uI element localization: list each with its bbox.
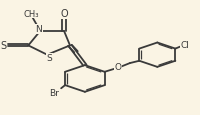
Text: O: O (60, 9, 68, 19)
Text: CH₃: CH₃ (24, 10, 39, 19)
Text: S: S (46, 54, 52, 63)
Text: S: S (0, 41, 7, 51)
Text: O: O (115, 63, 122, 72)
Text: Cl: Cl (181, 41, 190, 50)
Text: Br: Br (49, 88, 59, 97)
Text: N: N (35, 25, 42, 34)
